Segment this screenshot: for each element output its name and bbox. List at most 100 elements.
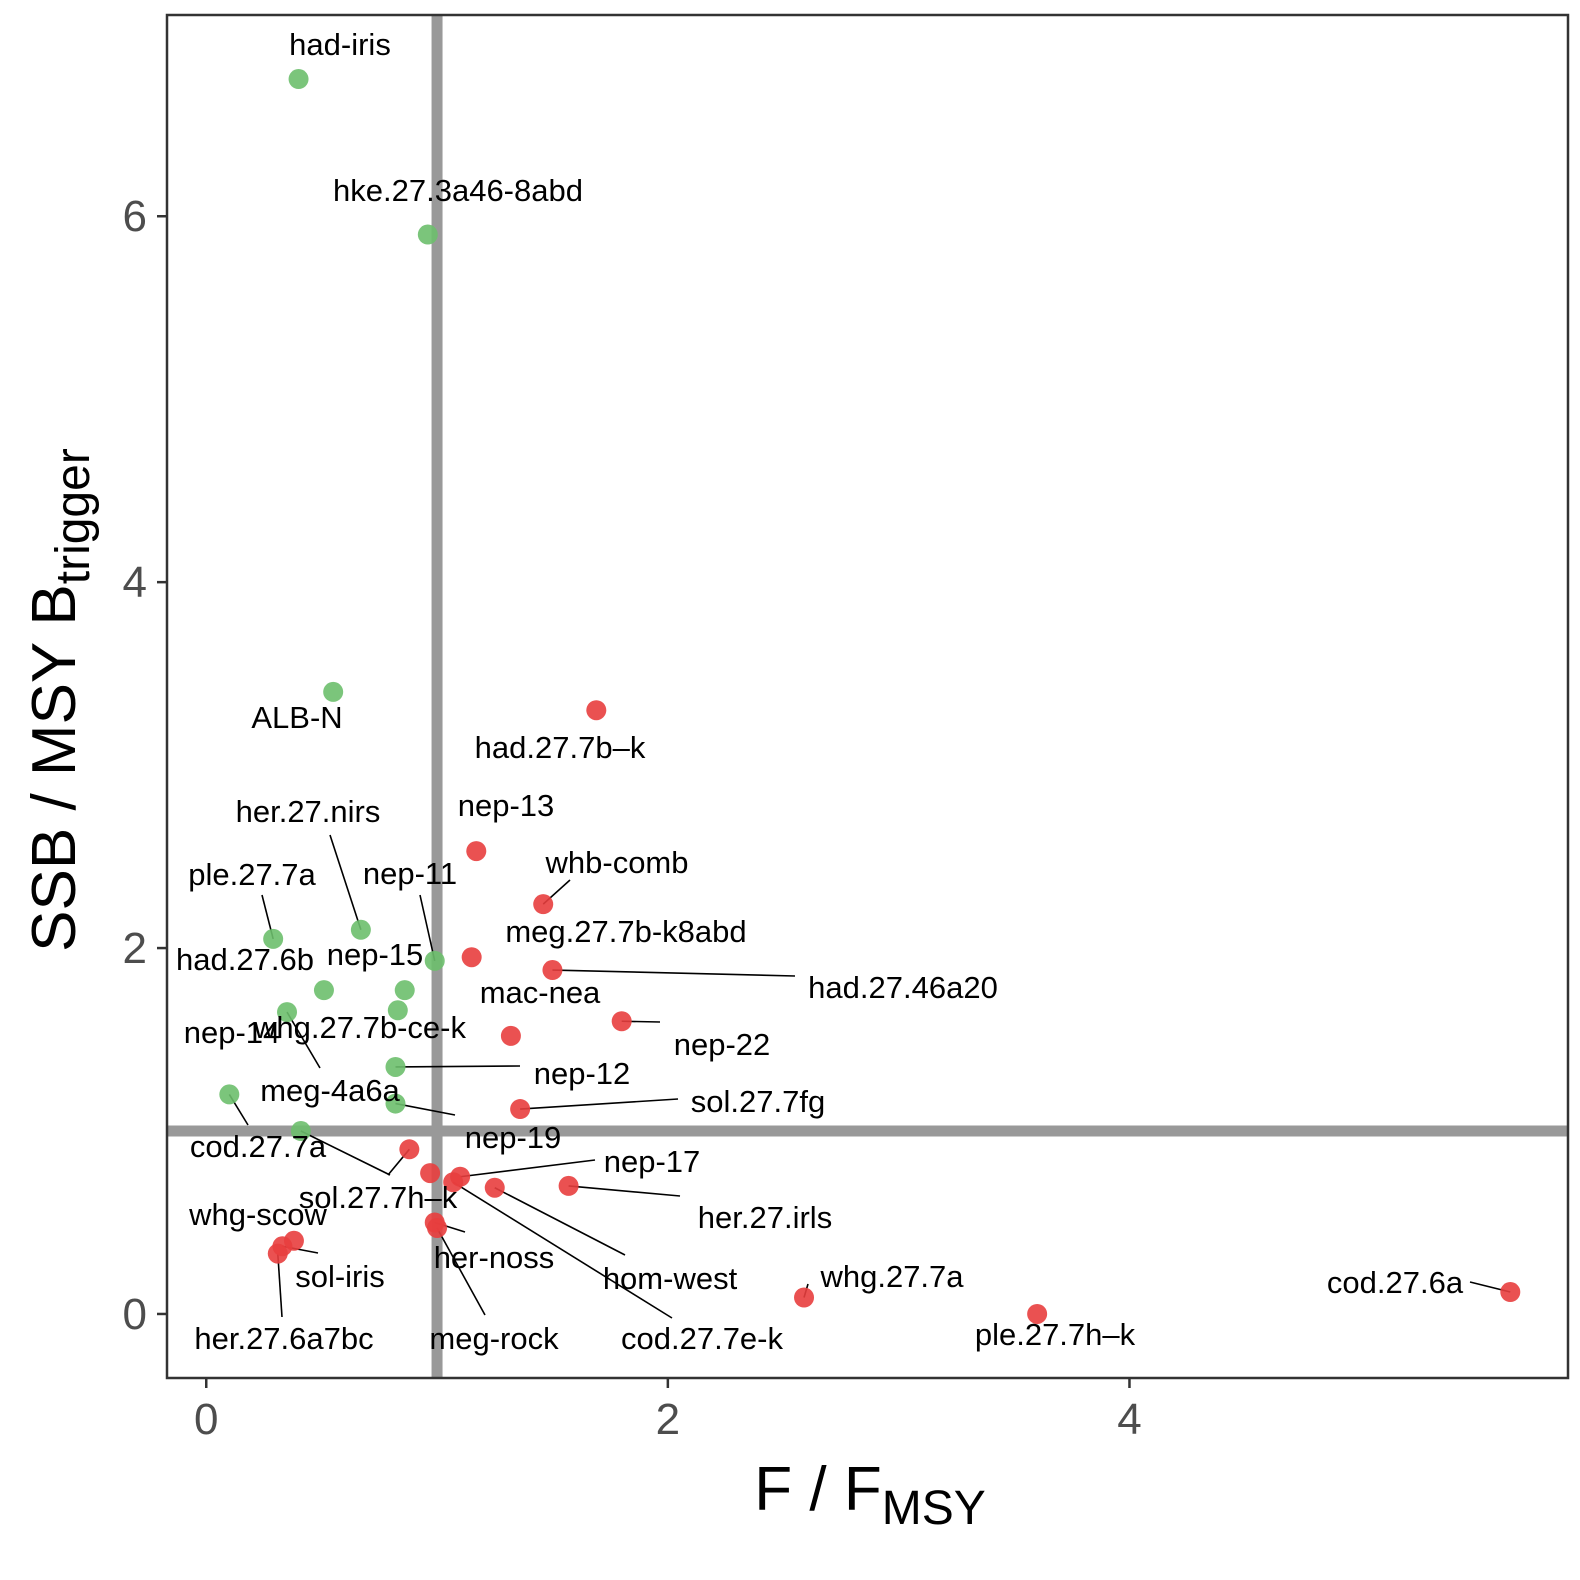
x-tick-label: 2: [656, 1395, 680, 1444]
point-label: meg.27.7b-k8abd: [505, 914, 746, 949]
point-labels: had-iris hke.27.3a46-8abd ALB-N her.27.nirs…: [176, 27, 1464, 1356]
data-point-red: [510, 1099, 531, 1120]
leader-line: [494, 1187, 626, 1256]
data-point-green: [424, 950, 445, 971]
leader-line: [568, 1185, 681, 1197]
x-axis-title-main: F / F: [754, 1455, 881, 1524]
point-label: nep-12: [534, 1056, 631, 1091]
y-tick-label: 0: [123, 1290, 147, 1339]
x-tick-label: 0: [194, 1395, 218, 1444]
x-tick-label: 4: [1117, 1395, 1141, 1444]
point-label: hke.27.3a46-8abd: [333, 173, 583, 208]
point-label: nep-22: [674, 1027, 771, 1062]
leader-line: [436, 1227, 486, 1316]
axis-ticks: 0 2 4 0 2 4 6: [123, 192, 1142, 1444]
data-point-red: [466, 841, 487, 862]
leader-line: [286, 1011, 321, 1069]
data-point-green: [290, 1121, 311, 1142]
leader-line: [419, 894, 436, 962]
data-point-green: [313, 980, 334, 1001]
data-point-red: [558, 1175, 579, 1196]
data-point-red: [267, 1243, 288, 1264]
point-label: meg-4a6a: [260, 1073, 400, 1108]
y-axis-title: SSB / MSY Btrigger: [20, 448, 100, 952]
data-point-red: [542, 960, 563, 981]
point-label: whb-comb: [545, 845, 689, 880]
reference-lines: [167, 15, 1568, 1378]
data-point-red: [1500, 1282, 1521, 1303]
point-label: hom-west: [603, 1261, 738, 1296]
data-points: [219, 69, 1521, 1324]
point-label: nep-19: [465, 1120, 562, 1155]
data-point-red: [461, 947, 482, 968]
point-label: had.27.7b–k: [475, 730, 646, 765]
point-label: nep-17: [604, 1144, 701, 1179]
data-point-red: [611, 1011, 632, 1032]
point-label: cod.27.6a: [1327, 1265, 1464, 1300]
data-point-green: [323, 681, 344, 702]
data-point-green: [394, 980, 415, 1001]
data-point-red: [500, 1025, 521, 1046]
point-label: had.27.46a20: [808, 970, 998, 1005]
point-label: whg.27.7a: [819, 1259, 964, 1294]
data-point-green: [387, 1000, 408, 1021]
point-label: cod.27.7a: [190, 1129, 327, 1164]
point-label: her-noss: [434, 1240, 555, 1275]
y-tick-label: 2: [123, 924, 147, 973]
data-point-green: [385, 1093, 406, 1114]
data-point-red: [420, 1163, 441, 1184]
data-point-red: [586, 700, 607, 721]
leader-line: [452, 1181, 673, 1319]
data-point-green: [277, 1002, 298, 1023]
point-label: nep-11: [363, 856, 457, 891]
point-label: had.27.6b: [176, 942, 314, 977]
data-point-red: [533, 894, 554, 915]
data-point-red: [1027, 1303, 1048, 1324]
data-point-red: [427, 1217, 448, 1238]
data-point-green: [350, 919, 371, 940]
point-label: whg.27.7b-ce-k: [253, 1010, 466, 1045]
point-label: sol.27.7h–k: [299, 1180, 458, 1215]
point-label: mac-nea: [480, 975, 601, 1010]
point-label: meg-rock: [429, 1321, 559, 1356]
data-point-red: [794, 1287, 815, 1308]
data-point-green: [288, 69, 309, 90]
x-axis-title: F / FMSY: [754, 1455, 985, 1535]
label-leader-lines: [228, 834, 1511, 1319]
leader-line: [300, 1130, 391, 1176]
point-label: nep-15: [327, 937, 424, 972]
point-label: nep-13: [458, 788, 555, 823]
point-label: her.27.6a7bc: [194, 1321, 373, 1356]
data-point-green: [417, 224, 438, 245]
data-point-red: [399, 1139, 420, 1160]
point-label: sol-iris: [295, 1259, 385, 1294]
point-label: sol.27.7fg: [691, 1084, 825, 1119]
plot-panel-border: [165, 13, 1570, 1380]
leader-line: [552, 969, 796, 977]
point-label: ple.27.7a: [188, 857, 316, 892]
y-tick-label: 6: [123, 192, 147, 241]
leader-line: [395, 1065, 521, 1068]
data-point-red: [443, 1172, 464, 1193]
point-label: cod.27.7e-k: [621, 1321, 783, 1356]
point-label: her.27.irls: [698, 1200, 832, 1235]
data-point-green: [263, 928, 284, 949]
data-point-green: [385, 1056, 406, 1077]
point-label: ALB-N: [251, 700, 342, 735]
leader-line: [520, 1098, 679, 1110]
point-label: whg-scow: [188, 1197, 327, 1232]
leader-line: [460, 1159, 596, 1178]
y-axis-title-main: SSB / MSY B: [20, 584, 89, 952]
leader-line: [329, 834, 362, 931]
leader-line: [395, 1102, 456, 1116]
leader-line: [276, 1253, 283, 1318]
point-label: nep-14: [184, 1015, 281, 1050]
point-label: had-iris: [289, 27, 391, 62]
y-axis-title-sub: trigger: [47, 448, 100, 584]
data-point-green: [219, 1084, 240, 1105]
data-point-red: [484, 1177, 505, 1198]
x-axis-title-sub: MSY: [882, 1482, 986, 1535]
y-tick-label: 4: [123, 558, 147, 607]
point-label: her.27.nirs: [236, 794, 381, 829]
